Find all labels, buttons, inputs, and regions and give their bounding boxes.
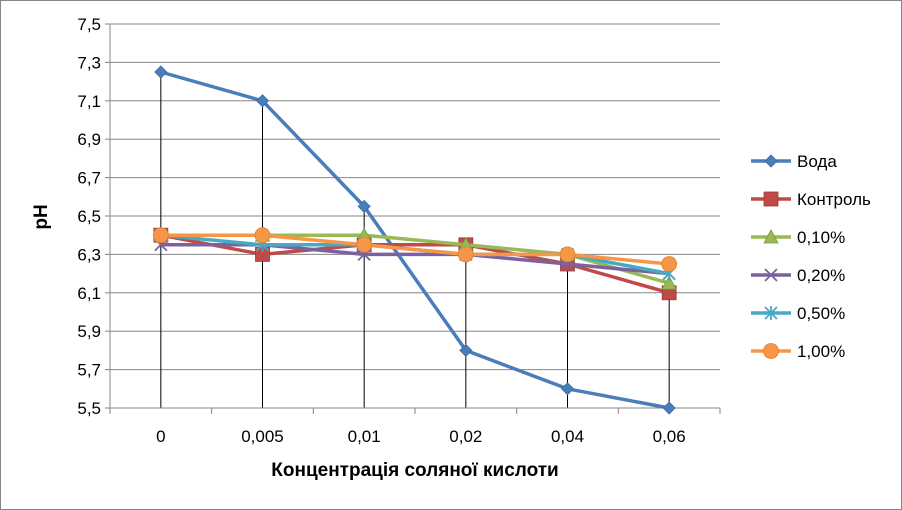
y-tick-label: 6,9: [77, 130, 101, 149]
y-tick-label: 6,1: [77, 284, 101, 303]
y-tick-label: 5,9: [77, 322, 101, 341]
circle-marker: [152, 227, 169, 244]
diamond-marker: [662, 401, 676, 415]
series-line: [160, 233, 670, 295]
y-axis-title: pH: [31, 204, 52, 229]
legend: Вода Контроль 0,10% 0,20% 0,50% 1,00%: [751, 152, 871, 361]
legend-marker: [764, 154, 778, 168]
diamond-marker: [357, 199, 371, 213]
triangle-marker: [763, 229, 779, 244]
x-tick-label: 0,01: [348, 427, 381, 446]
legend-item: 0,10%: [751, 228, 845, 247]
legend-label: Контроль: [797, 190, 871, 209]
data-point: [459, 343, 473, 357]
data-point: [154, 65, 168, 79]
legend-marker: [763, 229, 779, 244]
data-point: [356, 236, 373, 253]
legend-marker: [764, 306, 778, 320]
y-tick-label: 6,3: [77, 245, 101, 264]
x-marker: [764, 268, 778, 282]
series-line: [160, 233, 670, 266]
data-point: [357, 199, 371, 213]
star-marker: [764, 306, 778, 320]
series-6: [152, 227, 678, 272]
x-axis-title: Концентрація соляної кислоти: [271, 460, 558, 481]
circle-marker: [559, 246, 576, 263]
series-lines: [152, 65, 678, 415]
series-1: [154, 65, 676, 415]
circle-marker: [457, 246, 474, 263]
square-marker: [763, 191, 779, 207]
diamond-marker: [560, 382, 575, 396]
data-point: [662, 401, 676, 415]
x-tick-label: 0,005: [241, 427, 284, 446]
y-tick-label: 6,7: [77, 169, 101, 188]
circle-marker: [661, 256, 678, 272]
gridlines: [110, 23, 720, 371]
data-point: [661, 275, 677, 290]
diamond-marker: [764, 154, 778, 168]
legend-label: 0,50%: [797, 304, 845, 323]
y-tick-label: 7,1: [77, 92, 101, 111]
legend-item: 0,50%: [751, 304, 845, 323]
circle-marker: [254, 227, 271, 244]
legend-marker: [764, 268, 778, 282]
x-tick-label: 0,02: [449, 427, 482, 446]
x-tick-label: 0: [156, 427, 165, 446]
axes: [105, 23, 721, 414]
legend-label: 0,10%: [797, 228, 845, 247]
diamond-marker: [154, 65, 168, 79]
data-point: [254, 227, 271, 244]
y-tick-label: 7,3: [77, 53, 101, 72]
x-tick-label: 0,04: [551, 427, 584, 446]
circle-marker: [356, 236, 373, 253]
legend-item: 1,00%: [751, 342, 845, 361]
legend-item: Контроль: [751, 190, 871, 209]
diamond-marker: [459, 343, 473, 357]
legend-label: 1,00%: [797, 342, 845, 361]
data-point: [661, 256, 678, 272]
triangle-marker: [661, 275, 677, 290]
legend-label: 0,20%: [797, 266, 845, 285]
diamond-marker: [255, 94, 270, 108]
y-tick-label: 5,7: [77, 361, 101, 380]
data-point: [457, 246, 474, 263]
legend-label: Вода: [797, 152, 837, 171]
x-tick-labels: 0 0,005 0,01 0,02 0,04 0,06: [156, 427, 686, 446]
y-tick-label: 6,5: [77, 207, 101, 226]
x-tick-label: 0,06: [653, 427, 686, 446]
circle-marker: [763, 343, 779, 359]
data-point: [560, 382, 575, 396]
legend-marker: [763, 343, 779, 359]
series-line: [160, 70, 670, 410]
legend-marker: [763, 191, 779, 207]
y-tick-labels: 5,5 5,7 5,9 6,1 6,3 6,5 6,7 6,9 7,1 7,3 7,5: [77, 15, 101, 418]
y-tick-label: 5,5: [77, 399, 101, 418]
data-point: [255, 94, 270, 108]
data-point: [152, 227, 169, 244]
y-tick-label: 7,5: [77, 15, 101, 34]
legend-item: Вода: [751, 152, 837, 171]
legend-item: 0,20%: [751, 266, 845, 285]
data-point: [559, 246, 576, 263]
